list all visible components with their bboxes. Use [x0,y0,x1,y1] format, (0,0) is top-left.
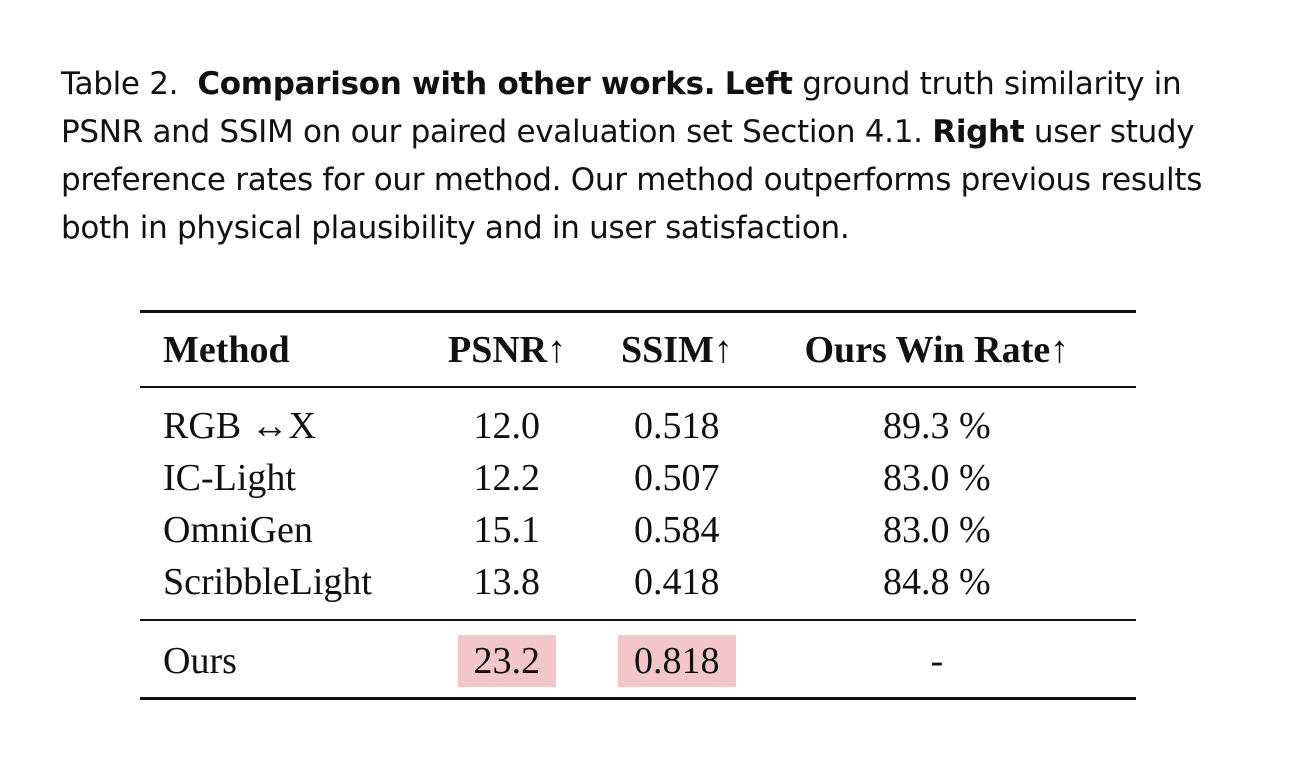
table-cell: 13.8 [473,561,541,603]
highlighted-cell: 23.2 [457,635,556,687]
mid-rule [140,619,1136,621]
table-cell: - [930,640,944,682]
header-cell: SSIM↑ [621,329,733,371]
table-cell: 83.0 % [883,457,991,499]
caption-left-label: Left [724,66,793,102]
table-cell: OmniGen [163,509,313,551]
header-cell: Method [163,329,290,371]
mid-rule [140,386,1136,388]
table-cell: 0.584 [634,509,720,551]
table-cell: 0.418 [634,561,720,603]
table-cell: 84.8 % [883,561,991,603]
caption-right-label: Right [932,114,1025,150]
table-cell: ScribbleLight [163,561,372,603]
table-cell: 12.2 [473,457,541,499]
header-cell: PSNR↑ [448,329,567,371]
table-cell: 89.3 % [883,405,991,447]
table-cell: 12.0 [473,405,541,447]
highlighted-cell: 0.818 [618,635,736,687]
table-cell: Ours [163,640,237,682]
caption-title: Comparison with other works. [197,66,716,102]
top-rule [140,310,1136,313]
table-cell: RGB ↔X [163,405,317,447]
caption-left-text: ground truth similarity in PSNR and SSIM… [61,66,1182,150]
table-cell: 83.0 % [883,509,991,551]
caption: Table 2. Comparison with other works. Le… [61,60,1241,252]
caption-label: Table 2. [61,66,179,102]
header-cell: Ours Win Rate↑ [804,329,1070,371]
table-cell: 0.518 [634,405,720,447]
table-cell: IC-Light [163,457,296,499]
bottom-rule [140,697,1136,700]
table-cell: 15.1 [473,509,541,551]
table-cell: 0.507 [634,457,720,499]
caption-right-text: user study preference rates for our meth… [61,114,1203,246]
